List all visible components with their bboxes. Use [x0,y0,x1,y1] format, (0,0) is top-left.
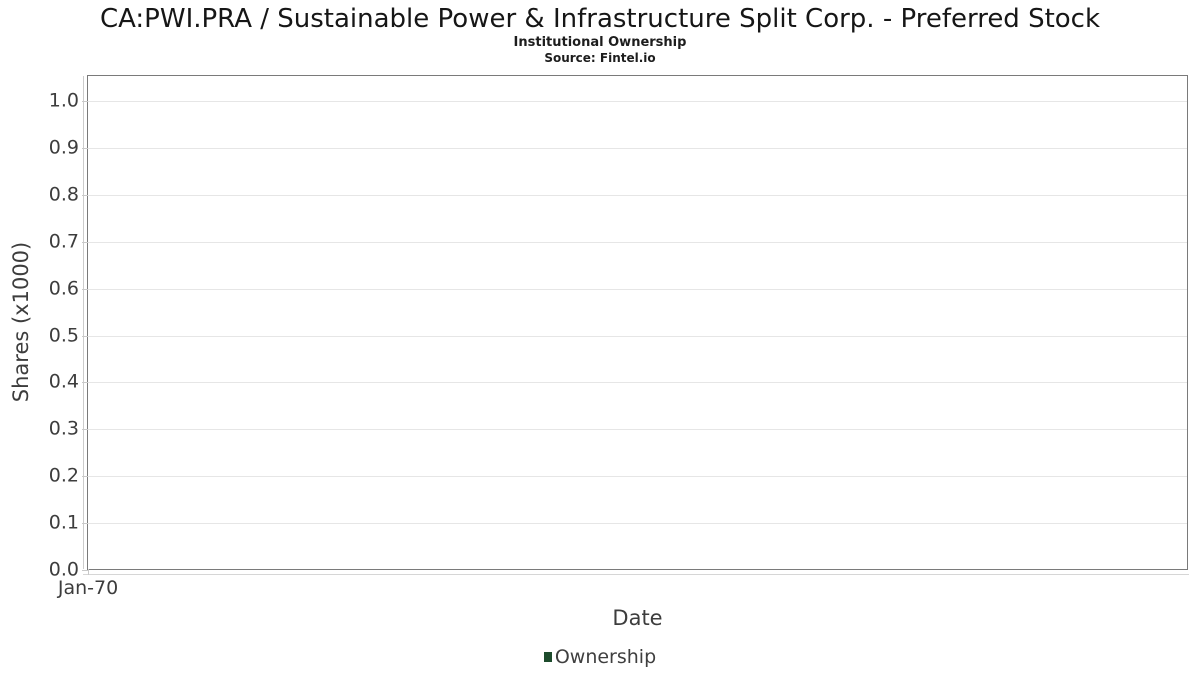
y-tick-label: 0.9 [48,136,79,159]
y-tick-mark [82,476,88,478]
y-tick-mark [82,523,88,525]
y-tick-mark [82,429,88,431]
y-tick-mark [82,147,88,149]
y-tick-label: 0.1 [48,511,79,534]
legend-entry-ownership[interactable]: Ownership [543,646,657,668]
legend-swatch-icon [543,652,552,662]
gridline [88,335,1187,337]
gridline [88,288,1187,290]
gridline [88,382,1187,384]
gridline [88,194,1187,196]
y-axis-line [83,76,84,569]
gridline [88,147,1187,149]
y-tick-label: 0.4 [48,370,79,393]
gridline [88,241,1187,243]
legend: Ownership [0,646,1200,668]
gridline [88,101,1187,102]
chart-source: Source: Fintel.io [544,51,656,65]
gridline [88,429,1187,431]
x-tick-mark [88,569,89,575]
y-tick-mark [82,241,88,243]
y-tick-mark [82,335,88,337]
y-tick-mark [82,288,88,290]
plot-area: Date 1.0 0.9 0.8 0.7 0.6 0.5 0.4 0.3 0.2 0.1 0.0 Ja… [49,75,1189,630]
x-axis-line [83,574,1189,575]
legend-label: Ownership [554,646,657,668]
gridline [88,476,1187,478]
y-tick-label: 0.8 [48,183,79,206]
x-tick-label: Jan-70 [57,577,119,599]
y-tick-mark [82,194,88,196]
y-tick-label: 1.0 [48,89,79,112]
y-tick-mark [82,382,88,384]
chart-subtitle: Institutional Ownership [513,35,687,50]
y-tick-label: 0.7 [48,230,79,253]
y-tick-label: 0.5 [48,324,79,347]
y-axis-title: Shares (x1000) [9,241,33,403]
y-tick-label: 0.3 [48,417,79,440]
gridline [88,523,1187,525]
x-axis-title: Date [612,606,663,630]
y-tick-label: 0.0 [48,558,79,581]
y-tick-label: 0.2 [48,464,79,487]
y-tick-mark [82,101,88,102]
y-tick-mark [82,570,88,571]
y-tick-label: 0.6 [48,277,79,300]
chart-title: CA:PWI.PRA / Sustainable Power & Infrast… [99,4,1101,34]
